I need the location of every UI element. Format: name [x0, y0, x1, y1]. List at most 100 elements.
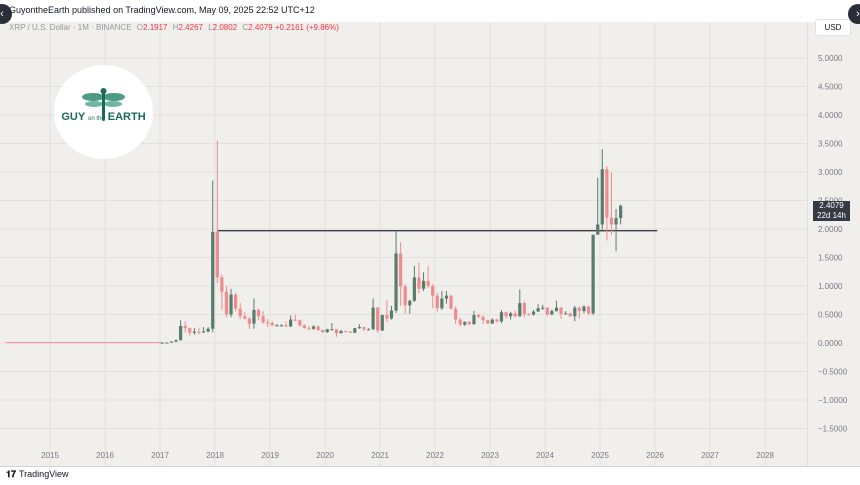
high-value: 2.4267 — [178, 23, 203, 32]
x-tick-label: 2017 — [151, 451, 169, 460]
candle-body — [458, 319, 462, 325]
candle-body — [454, 308, 458, 320]
candle — [224, 286, 229, 318]
candle — [600, 149, 604, 232]
y-tick-label: 0.5000 — [818, 311, 843, 320]
candle-body — [321, 329, 325, 333]
candle-body — [371, 307, 375, 330]
back-arrow-icon[interactable]: ‹ — [0, 4, 12, 24]
candle-body — [357, 327, 361, 329]
candle — [371, 298, 375, 330]
candle-body — [522, 303, 526, 314]
candle-body — [426, 280, 430, 286]
change-value: +0.2161 (+9.86%) — [274, 23, 339, 32]
y-tick-label: −0.5000 — [818, 368, 848, 377]
candle-body — [554, 307, 559, 312]
candle-body — [403, 286, 407, 306]
candle — [586, 305, 591, 316]
candle-body — [586, 306, 591, 314]
close-value: 2.4079 — [248, 23, 273, 32]
candle — [188, 327, 192, 336]
candle — [330, 323, 334, 331]
candle — [440, 291, 444, 310]
candle-body — [600, 169, 604, 225]
candle-body — [495, 319, 499, 322]
tradingview-logo-icon: 𝟏𝟕 — [6, 469, 17, 479]
dragonfly-icon — [82, 88, 125, 121]
candle-body — [279, 325, 284, 327]
candle — [302, 324, 306, 329]
candle — [183, 321, 187, 333]
candle — [321, 329, 325, 333]
publish-text: GuyontheEarth published on TradingView.c… — [9, 5, 315, 15]
candle-body — [311, 326, 316, 329]
candle — [541, 304, 545, 310]
y-tick-label: 4.5000 — [818, 83, 843, 92]
candle-body — [614, 218, 618, 225]
candle-body — [229, 294, 233, 315]
candle-body — [394, 253, 398, 311]
candle — [289, 315, 293, 328]
y-tick-label: 1.0000 — [818, 282, 843, 291]
candle — [215, 140, 219, 284]
x-tick-label: 2016 — [96, 451, 114, 460]
x-tick-label: 2015 — [41, 451, 59, 460]
candle-body — [298, 320, 302, 326]
x-tick-label: 2024 — [536, 451, 554, 460]
candle — [463, 321, 467, 326]
candle — [279, 324, 284, 327]
symbol-label[interactable]: XRP / U.S. Dollar · 1M · BINANCE — [9, 23, 132, 32]
candle-body — [541, 307, 545, 309]
currency-button[interactable]: USD — [815, 19, 851, 36]
candle-body — [481, 316, 485, 321]
x-tick-label: 2020 — [316, 451, 334, 460]
candle-body — [275, 325, 279, 327]
candle-body — [609, 217, 614, 225]
x-tick-label: 2028 — [756, 451, 774, 460]
candle-body — [215, 231, 219, 278]
candle — [362, 327, 366, 332]
x-tick-label: 2018 — [206, 451, 224, 460]
candle — [394, 231, 398, 313]
candle-body — [366, 329, 371, 331]
candle-body — [238, 308, 242, 317]
candle-body — [247, 318, 251, 324]
candle — [403, 284, 407, 314]
candle — [582, 305, 586, 314]
forward-arrow-icon[interactable]: › — [848, 4, 860, 24]
candle-body — [476, 315, 481, 317]
candle-body — [545, 307, 549, 315]
candle — [596, 177, 600, 235]
last-price: 2.4079 — [819, 201, 844, 210]
candle — [454, 306, 458, 325]
candle-body — [179, 325, 183, 341]
candle — [220, 274, 224, 310]
candle — [298, 319, 302, 327]
candle — [293, 314, 297, 322]
candle — [568, 312, 572, 317]
close-key: C — [242, 23, 249, 32]
candle — [518, 289, 522, 317]
candle-body — [435, 295, 439, 309]
x-tick-label: 2026 — [646, 451, 664, 460]
candle — [165, 342, 169, 344]
tradingview-brand: TradingView — [19, 469, 69, 479]
candle — [522, 301, 526, 318]
candle-body — [472, 315, 476, 325]
candle — [550, 309, 554, 316]
candle — [431, 283, 435, 309]
candle-body — [197, 331, 201, 333]
tradingview-footer[interactable]: 𝟏𝟕 TradingView — [6, 469, 69, 480]
candle — [614, 209, 618, 252]
candle — [201, 327, 206, 333]
candle — [334, 329, 339, 337]
candle-body — [211, 231, 215, 329]
candle-body — [536, 308, 540, 312]
candle-body — [559, 307, 563, 314]
candle-body — [174, 340, 178, 342]
candle — [307, 325, 311, 331]
candle — [527, 313, 531, 316]
candle — [197, 327, 201, 335]
candle-body — [591, 234, 595, 314]
